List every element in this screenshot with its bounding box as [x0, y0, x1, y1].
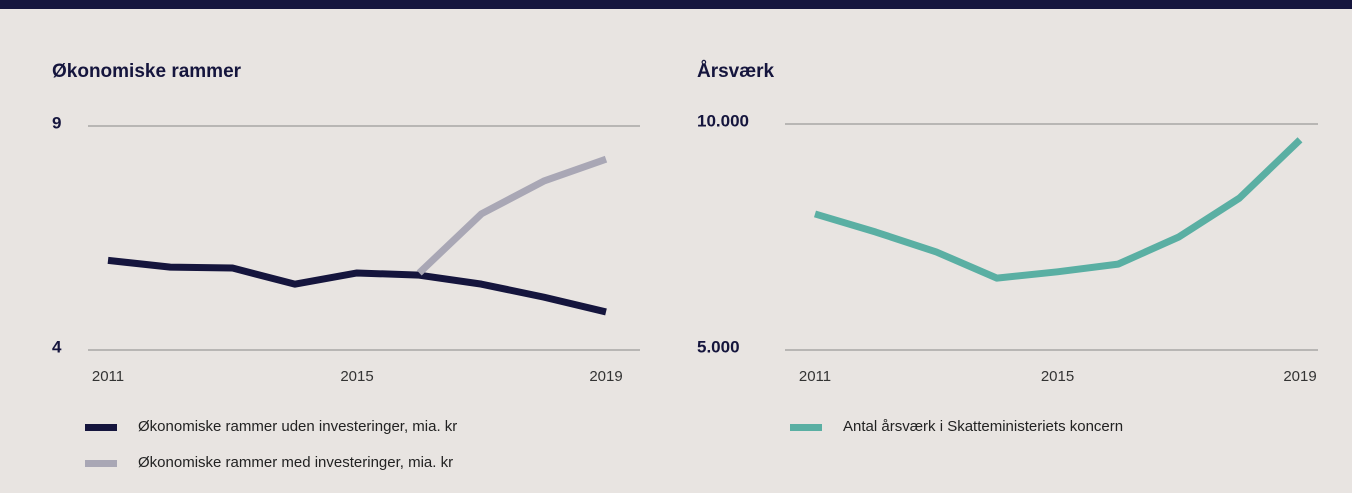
y-tick-label: 9 — [52, 113, 61, 132]
top-bar — [0, 0, 1352, 9]
legend-label: Antal årsværk i Skatteministeriets konce… — [843, 418, 1123, 435]
chart-title: Årsværk — [697, 61, 775, 82]
x-tick-label: 2011 — [799, 368, 831, 385]
line-series — [416, 155, 608, 276]
x-tick-label: 2019 — [1283, 368, 1316, 385]
line-series — [107, 256, 607, 316]
x-tick-label: 2011 — [92, 368, 124, 385]
y-tick-label: 10.000 — [697, 111, 749, 130]
legend-swatch — [85, 460, 117, 467]
legend-label: Økonomiske rammer uden investeringer, mi… — [138, 418, 457, 435]
x-tick-label: 2015 — [1041, 368, 1074, 385]
chart-title: Økonomiske rammer — [52, 61, 242, 82]
legend-swatch — [85, 424, 117, 431]
y-tick-label: 4 — [52, 337, 62, 356]
x-tick-label: 2019 — [589, 368, 622, 385]
line-series — [813, 137, 1303, 282]
x-tick-label: 2015 — [340, 368, 373, 385]
legend-swatch — [790, 424, 822, 431]
y-tick-label: 5.000 — [697, 337, 740, 356]
legend-label: Økonomiske rammer med investeringer, mia… — [138, 454, 453, 471]
